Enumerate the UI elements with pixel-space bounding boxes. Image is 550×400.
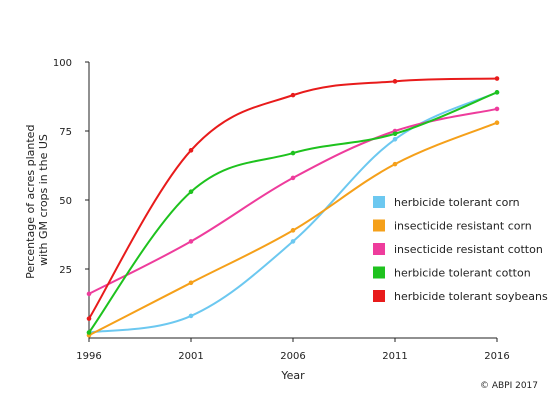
- legend: herbicide tolerant corn insecticide resis…: [373, 196, 548, 303]
- legend-label-herbicide-tolerant-soybeans: herbicide tolerant soybeans: [394, 290, 548, 303]
- legend-swatch-herbicide-tolerant-cotton: [373, 266, 385, 279]
- data-point-herbicide-tolerant-corn: [392, 136, 398, 142]
- legend-swatch-herbicide-tolerant-corn: [373, 196, 385, 208]
- series-line-herbicide-tolerant-cotton: [88, 91, 498, 334]
- data-point-herbicide-tolerant-cotton: [188, 189, 194, 195]
- x-tick-label: 2001: [178, 351, 203, 362]
- data-point-herbicide-tolerant-cotton: [392, 131, 398, 137]
- x-tick-label: 2011: [382, 351, 407, 362]
- data-point-insecticide-resistant-cotton: [290, 175, 296, 181]
- data-point-herbicide-tolerant-soybeans: [392, 79, 398, 84]
- data-point-insecticide-resistant-cotton: [86, 291, 92, 297]
- x-tick-label: 2016: [484, 351, 509, 362]
- data-point-insecticide-resistant-corn: [392, 161, 398, 167]
- legend-swatch-herbicide-tolerant-soybeans: [373, 290, 385, 302]
- data-point-herbicide-tolerant-cotton: [494, 90, 500, 95]
- data-point-herbicide-tolerant-soybeans: [494, 76, 500, 81]
- data-point-herbicide-tolerant-corn: [188, 313, 194, 319]
- y-tick-label: 100: [53, 58, 72, 69]
- legend-label-insecticide-resistant-cotton: insecticide resistant cotton: [394, 243, 543, 256]
- series-line-herbicide-tolerant-soybeans: [88, 77, 498, 320]
- x-tick-label: 1996: [76, 351, 101, 362]
- legend-swatch-insecticide-resistant-corn: [373, 219, 385, 232]
- x-tick-label: 2006: [280, 351, 305, 362]
- data-point-herbicide-tolerant-cotton: [86, 330, 92, 335]
- legend-label-insecticide-resistant-corn: insecticide resistant corn: [394, 220, 532, 233]
- y-axis-title-line-1: Percentage of acres planted: [24, 125, 37, 279]
- data-point-insecticide-resistant-cotton: [494, 106, 500, 112]
- y-tick-label: 75: [59, 127, 72, 138]
- data-point-insecticide-resistant-cotton: [188, 239, 194, 244]
- legend-label-herbicide-tolerant-corn: herbicide tolerant corn: [394, 196, 520, 209]
- data-point-herbicide-tolerant-soybeans: [290, 92, 296, 98]
- data-point-herbicide-tolerant-soybeans: [188, 148, 194, 153]
- x-axis-title: Year: [280, 369, 305, 382]
- data-point-herbicide-tolerant-corn: [290, 239, 296, 244]
- y-tick-label: 50: [59, 196, 72, 207]
- legend-label-herbicide-tolerant-cotton: herbicide tolerant cotton: [394, 267, 531, 280]
- legend-swatch-insecticide-resistant-cotton: [373, 243, 385, 255]
- data-point-insecticide-resistant-corn: [494, 120, 500, 126]
- data-point-herbicide-tolerant-cotton: [290, 150, 296, 156]
- data-point-herbicide-tolerant-soybeans: [86, 316, 92, 321]
- data-point-insecticide-resistant-corn: [188, 280, 194, 286]
- y-axis-title-line-2: with GM crops in the US: [37, 134, 50, 266]
- series-group: [86, 76, 500, 338]
- data-point-insecticide-resistant-corn: [290, 228, 296, 233]
- y-axis-title: Percentage of acres planted with GM crop…: [24, 121, 50, 279]
- y-tick-label: 25: [59, 265, 72, 276]
- x-tick-labels: 1996 2001 2006 2011 2016: [76, 338, 510, 362]
- y-tick-labels: 25 50 75 100: [53, 58, 89, 276]
- copyright-credit: © ABPI 2017: [480, 381, 538, 391]
